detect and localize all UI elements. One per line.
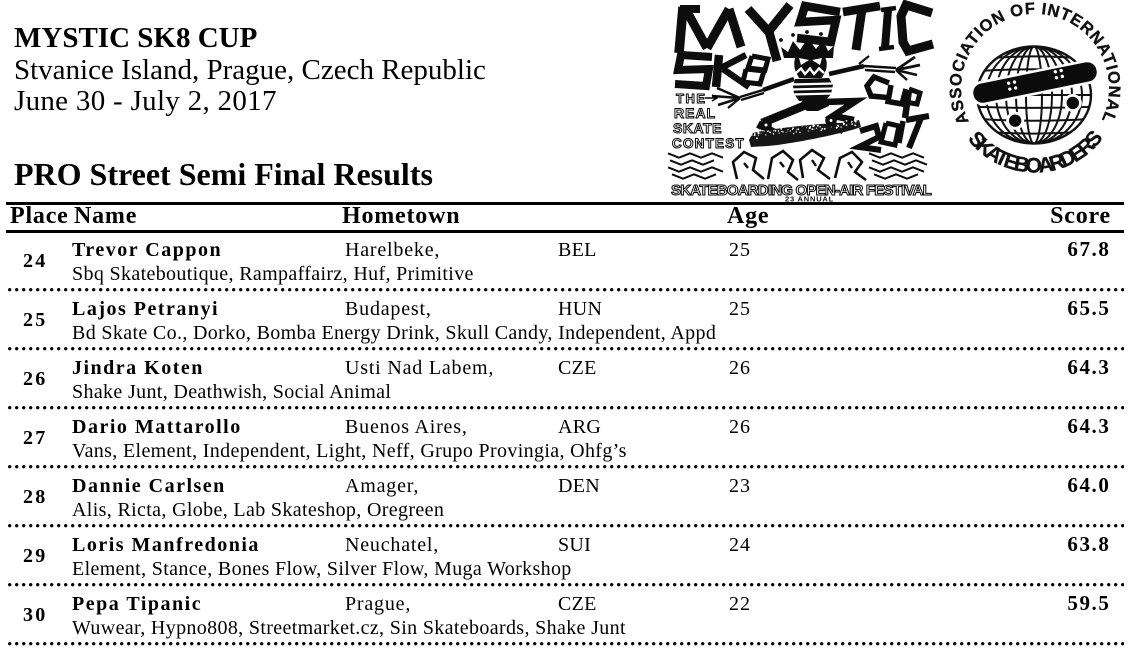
svg-text:REAL: REAL (674, 105, 716, 121)
svg-text:SKATE: SKATE (673, 120, 722, 136)
svg-text:CONTEST: CONTEST (672, 136, 745, 151)
svg-text:THE: THE (676, 91, 707, 106)
svg-text:23 ANNUAL: 23 ANNUAL (785, 195, 834, 204)
svg-text:SKATEBOARDING OPEN-AIR FESTIVA: SKATEBOARDING OPEN-AIR FESTIVAL (671, 182, 933, 199)
